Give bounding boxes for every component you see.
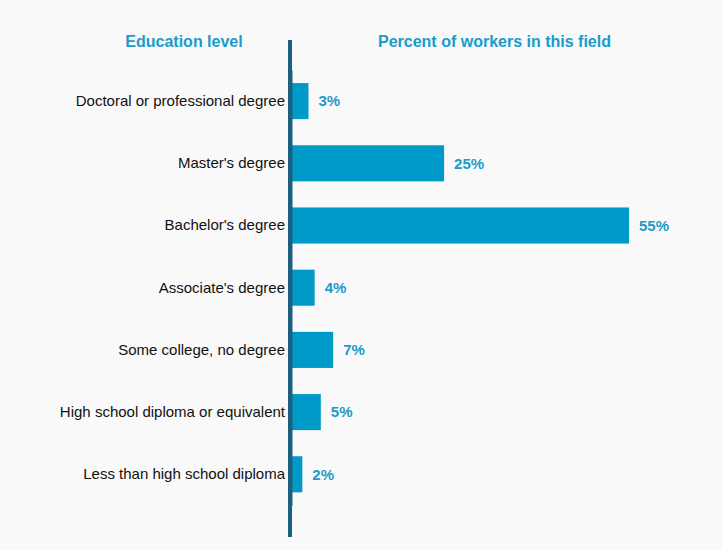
tick-label: Less than high school diploma xyxy=(83,465,285,482)
data-label: 5% xyxy=(331,403,353,420)
data-label: 7% xyxy=(343,341,365,358)
tick: Master's degree xyxy=(178,154,290,171)
bar xyxy=(290,270,315,306)
data-label: 55% xyxy=(639,217,669,234)
tick: Doctoral or professional degree xyxy=(76,92,290,109)
chart: Education level Percent of workers in thi… xyxy=(0,0,723,550)
tick: Bachelor's degree xyxy=(165,216,290,233)
tick-label: High school diploma or equivalent xyxy=(60,403,286,420)
bar xyxy=(290,332,333,368)
tick: Less than high school diploma xyxy=(83,465,290,482)
data-label: 4% xyxy=(325,279,347,296)
bar xyxy=(290,207,629,243)
data-labels: 3% 25% 55% 4% 7% 5% 2% xyxy=(312,92,669,482)
tick-label: Associate's degree xyxy=(159,279,285,296)
tick: High school diploma or equivalent xyxy=(60,403,290,420)
axis-rule xyxy=(288,40,292,537)
axis-line xyxy=(289,71,293,506)
tick: Associate's degree xyxy=(159,279,290,296)
tick: Some college, no degree xyxy=(118,341,290,358)
tick-label: Master's degree xyxy=(178,154,285,171)
y-axis: Doctoral or professional degree Master's … xyxy=(60,71,291,506)
bars xyxy=(290,83,629,492)
y-axis-title: Education level xyxy=(125,33,242,50)
tick-label: Doctoral or professional degree xyxy=(76,92,285,109)
bar xyxy=(290,83,308,119)
tick-label: Some college, no degree xyxy=(118,341,285,358)
bar xyxy=(290,145,444,181)
data-label: 25% xyxy=(454,155,484,172)
tick-label: Bachelor's degree xyxy=(165,216,285,233)
data-label: 2% xyxy=(312,466,334,483)
bar xyxy=(290,394,321,430)
x-axis-title: Percent of workers in this field xyxy=(378,33,611,50)
data-label: 3% xyxy=(318,92,340,109)
